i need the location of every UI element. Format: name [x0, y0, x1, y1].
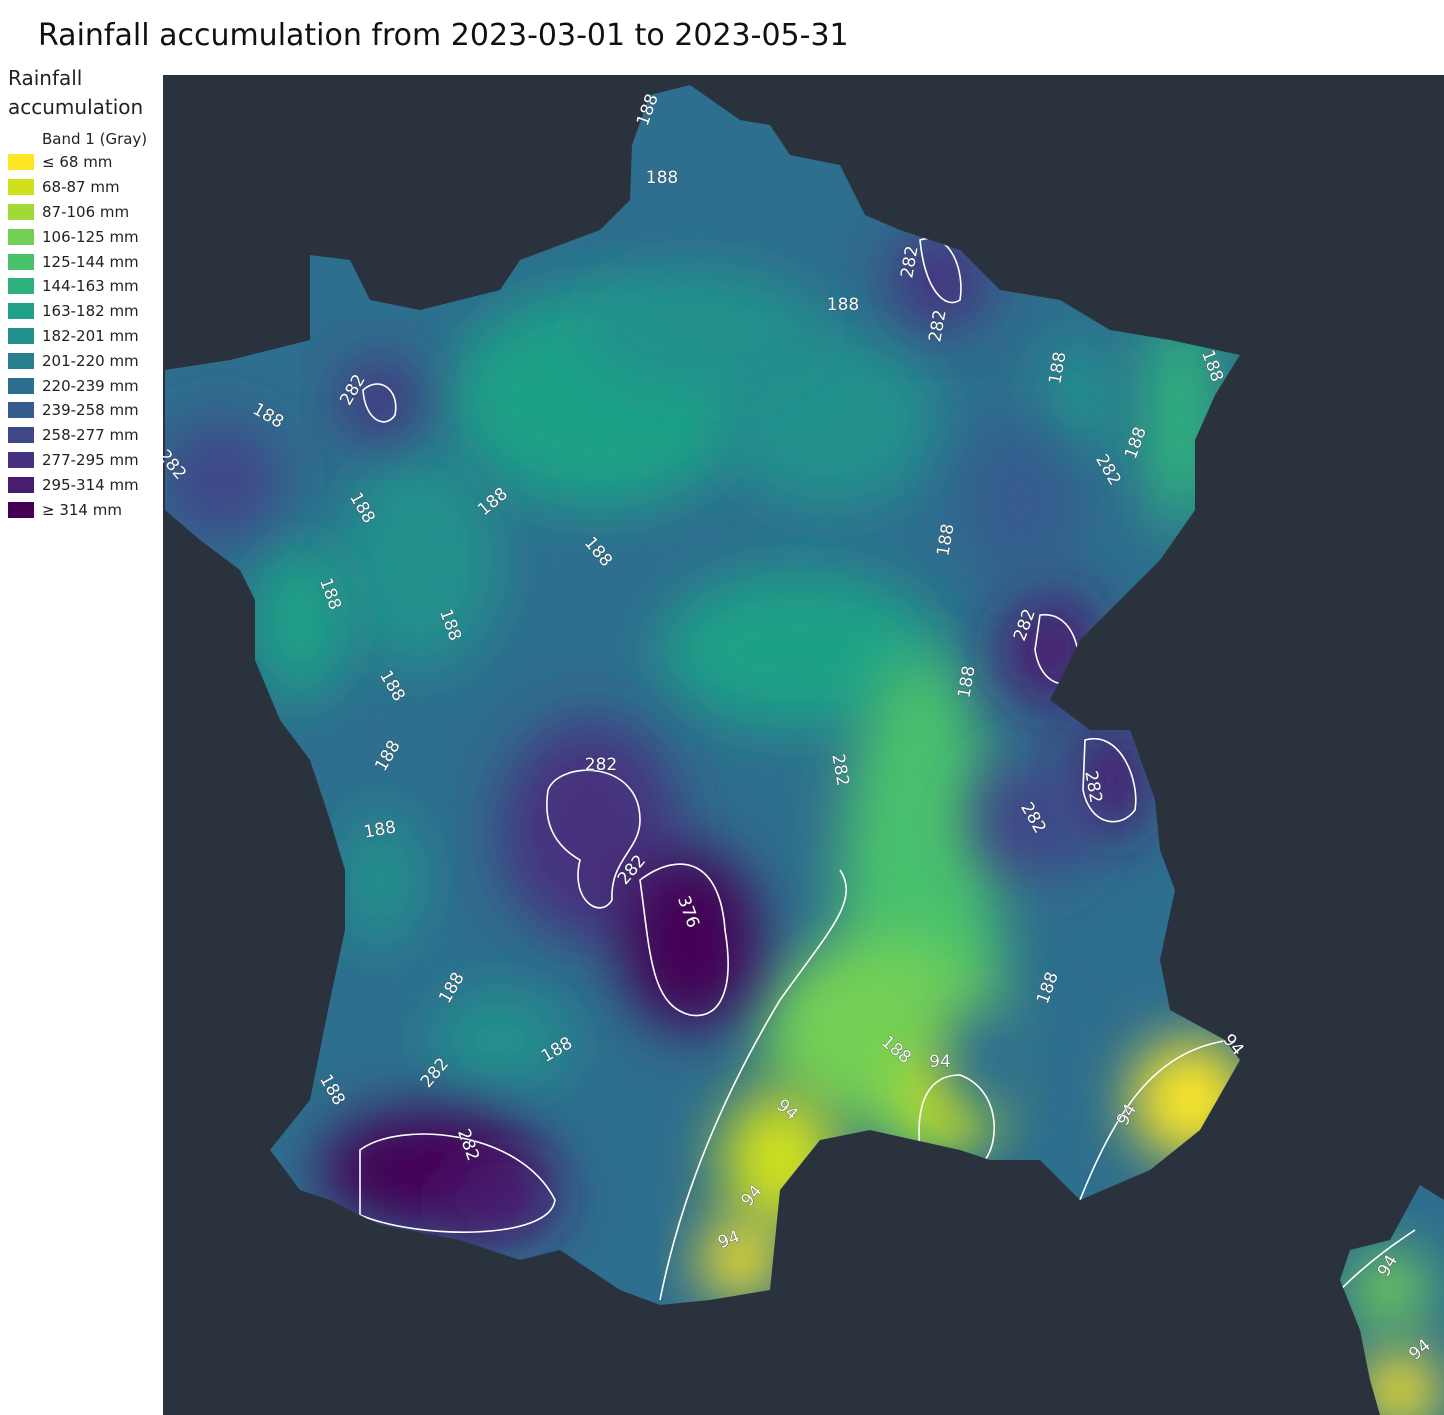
legend-items: ≤ 68 mm 68-87 mm 87-106 mm 106-125 mm 125-14…	[8, 150, 163, 522]
legend-item: 239-258 mm	[8, 398, 163, 423]
rainfall-blob	[940, 1000, 1060, 1120]
legend-label: 239-258 mm	[42, 401, 139, 420]
contour-label: 188	[933, 522, 958, 557]
rainfall-blob	[700, 1220, 780, 1300]
legend-swatch	[8, 228, 34, 245]
legend-swatch	[8, 327, 34, 344]
legend-label: 201-220 mm	[42, 351, 139, 370]
contour-label: 282	[453, 1126, 483, 1163]
legend-swatch	[8, 451, 34, 468]
legend-item: 87-106 mm	[8, 200, 163, 225]
legend-swatch	[8, 402, 34, 419]
rainfall-blob	[165, 420, 280, 540]
legend-swatch	[8, 203, 34, 220]
legend-swatch	[8, 278, 34, 295]
rainfall-blob	[620, 850, 760, 1030]
rainfall-blob	[970, 760, 1090, 880]
legend-swatch	[8, 501, 34, 518]
legend-swatch	[8, 253, 34, 270]
legend-label: 258-277 mm	[42, 426, 139, 445]
rainfall-blob	[1350, 1250, 1430, 1330]
legend-label: 295-314 mm	[42, 475, 139, 494]
legend-swatch	[8, 154, 34, 171]
legend-swatch	[8, 476, 34, 493]
rainfall-blob	[1070, 720, 1150, 840]
rainfall-blob	[340, 810, 420, 950]
legend-item: 258-277 mm	[8, 423, 163, 448]
contour-line	[1079, 1039, 1231, 1201]
contour-label: 188	[362, 817, 397, 842]
map-title: Rainfall accumulation from 2023-03-01 to…	[38, 18, 849, 53]
legend-item: 163-182 mm	[8, 299, 163, 324]
legend-item: 220-239 mm	[8, 373, 163, 398]
legend-label: 106-125 mm	[42, 227, 139, 246]
contour-line	[1339, 1229, 1416, 1291]
legend-swatch	[8, 179, 34, 196]
legend-item: 201-220 mm	[8, 348, 163, 373]
legend-item: 277-295 mm	[8, 448, 163, 473]
contour-label: 282	[925, 308, 950, 343]
legend-item: 144-163 mm	[8, 274, 163, 299]
rainfall-blob	[1360, 1350, 1440, 1415]
rainfall-blob	[1040, 340, 1120, 460]
legend-label: 220-239 mm	[42, 376, 139, 395]
legend-swatch	[8, 303, 34, 320]
contour-label: 188	[827, 295, 859, 315]
legend-label: 163-182 mm	[42, 302, 139, 321]
legend-subtitle: Band 1 (Gray)	[42, 130, 148, 148]
legend-label: 87-106 mm	[42, 202, 130, 221]
legend-item: 106-125 mm	[8, 224, 163, 249]
legend-swatch	[8, 427, 34, 444]
legend-item: 125-144 mm	[8, 249, 163, 274]
contour-label: 94	[929, 1052, 951, 1072]
legend-label: ≤ 68 mm	[42, 153, 113, 172]
legend-item: ≤ 68 mm	[8, 150, 163, 175]
rainfall-blob	[340, 450, 500, 670]
rainfall-blob	[660, 570, 940, 730]
legend-swatch	[8, 352, 34, 369]
rainfall-blob	[960, 420, 1080, 580]
legend-label: 125-144 mm	[42, 252, 139, 271]
legend-item: 182-201 mm	[8, 324, 163, 349]
legend-label: 277-295 mm	[42, 450, 139, 469]
contour-label: 188	[646, 168, 678, 188]
contour-line	[639, 863, 729, 1017]
contour-line	[546, 769, 641, 909]
contour-line	[1082, 737, 1137, 823]
contour-label: 282	[585, 755, 617, 775]
rainfall-blob	[440, 1160, 560, 1240]
legend-label: 68-87 mm	[42, 178, 120, 197]
contour-line	[659, 869, 848, 1301]
rainfall-blob	[340, 360, 420, 440]
legend-label: 144-163 mm	[42, 277, 139, 296]
contour-line	[359, 1133, 556, 1234]
rainfall-blob	[250, 540, 350, 700]
contour-line	[918, 1074, 996, 1161]
legend-item: 68-87 mm	[8, 175, 163, 200]
legend: Rainfall accumulation Band 1 (Gray) ≤ 68…	[0, 62, 163, 528]
legend-title: Rainfall accumulation	[8, 66, 144, 119]
contour-line	[362, 383, 397, 423]
rainfall-blob	[430, 990, 570, 1090]
legend-label: ≥ 314 mm	[42, 500, 122, 519]
rainfall-blob	[580, 270, 820, 390]
legend-swatch	[8, 377, 34, 394]
legend-item: ≥ 314 mm	[8, 497, 163, 522]
legend-label: 182-201 mm	[42, 326, 139, 345]
legend-item: 295-314 mm	[8, 472, 163, 497]
rainfall-blob	[890, 230, 990, 330]
